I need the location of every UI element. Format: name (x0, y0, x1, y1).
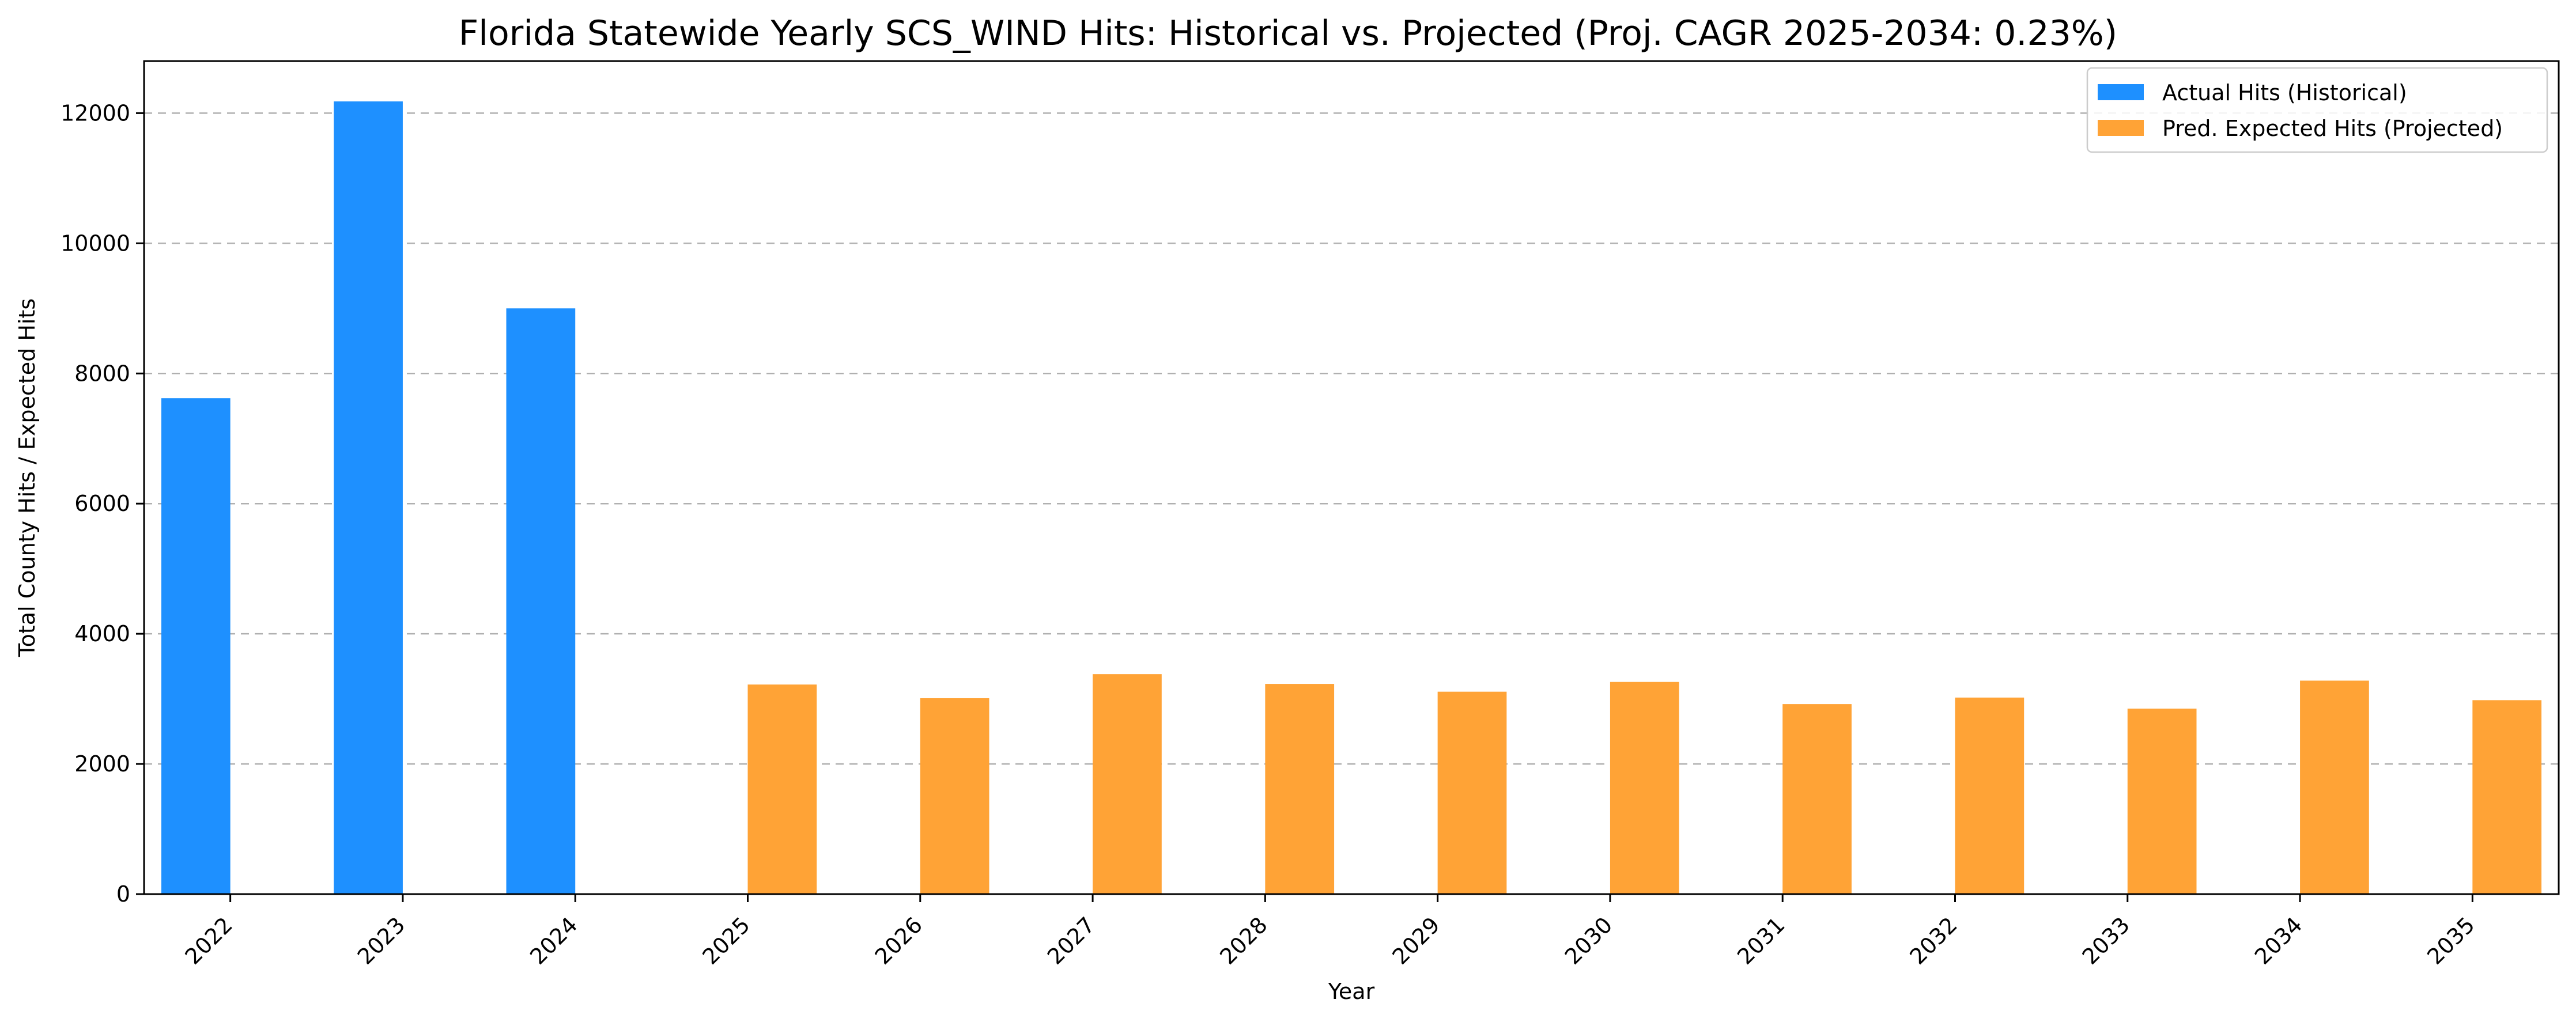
bar-projected-2034 (2300, 680, 2369, 894)
bar-projected-2031 (1782, 704, 1852, 894)
x-axis-label: Year (1328, 979, 1375, 1004)
legend-swatch-actual (2098, 84, 2144, 100)
legend-swatch-projected (2098, 120, 2144, 136)
x-tick-label: 2032 (1905, 912, 1962, 970)
bar-projected-2026 (920, 698, 989, 894)
bar-projected-2035 (2472, 700, 2542, 894)
x-tick-label: 2034 (2250, 912, 2307, 970)
y-tick-label: 0 (116, 881, 130, 907)
bar-actual-2024 (506, 308, 576, 894)
y-tick-label: 10000 (61, 230, 130, 256)
x-tick-label: 2028 (1215, 912, 1272, 970)
x-tick-label: 2023 (353, 912, 410, 970)
bar-projected-2033 (2127, 709, 2197, 894)
x-tick-label: 2033 (2078, 912, 2135, 970)
bar-actual-2022 (161, 398, 231, 894)
x-tick-label: 2035 (2422, 912, 2480, 970)
y-tick-label: 2000 (74, 751, 130, 777)
bar-projected-2029 (1437, 691, 1507, 894)
bar-projected-2025 (747, 684, 817, 894)
x-tick-label: 2022 (180, 912, 238, 970)
y-tick-label: 4000 (74, 621, 130, 646)
y-tick-label: 6000 (74, 491, 130, 516)
bar-projected-2032 (1955, 697, 2024, 894)
bar-projected-2028 (1265, 684, 1335, 894)
y-tick-label: 8000 (74, 361, 130, 386)
bar-actual-2023 (334, 101, 403, 894)
bar-projected-2030 (1610, 682, 1679, 894)
plot-frame (143, 60, 2560, 895)
legend: Actual Hits (Historical) Pred. Expected … (2086, 67, 2548, 153)
y-axis: 0 2000 4000 6000 8000 10000 12000 (61, 100, 144, 907)
y-axis-label: Total County Hits / Expected Hits (14, 298, 40, 657)
x-tick-label: 2024 (525, 912, 583, 970)
x-tick-label: 2027 (1043, 912, 1100, 970)
x-tick-label: 2029 (1388, 912, 1445, 970)
legend-box (2086, 67, 2548, 153)
bars (161, 101, 2542, 894)
y-tick-label: 12000 (61, 100, 130, 126)
chart-title: Florida Statewide Yearly SCS_WIND Hits: … (459, 13, 2117, 54)
x-axis: 2022 2023 2024 2025 2026 2027 2028 2029 2030 2031… (180, 894, 2480, 970)
bar-projected-2027 (1093, 674, 1162, 894)
x-tick-label: 2031 (1732, 912, 1790, 970)
x-tick-label: 2026 (870, 912, 928, 970)
x-tick-label: 2025 (697, 912, 755, 970)
x-tick-label: 2030 (1560, 912, 1618, 970)
legend-label-actual: Actual Hits (Historical) (2162, 80, 2407, 105)
legend-label-projected: Pred. Expected Hits (Projected) (2162, 116, 2503, 141)
